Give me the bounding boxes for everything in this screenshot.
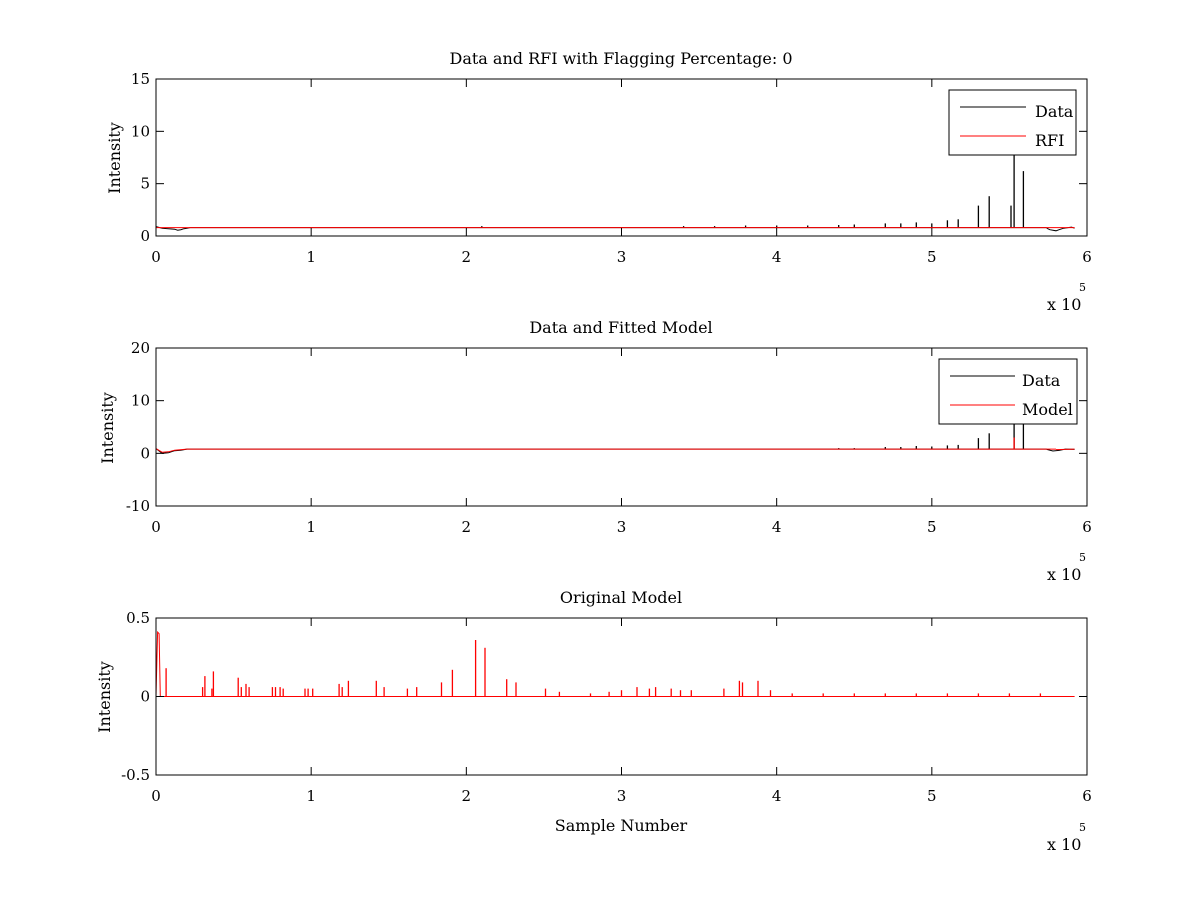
series-data [155,420,1075,454]
y-tick-label: 0 [140,444,150,462]
subplot-2-series-layer [155,420,1075,454]
legend-label-rfi: RFI [1035,131,1064,150]
y-tick-label: -10 [126,497,150,515]
subplot-1-axes-box [155,78,1088,237]
subplot-1-x-multiplier-exp: 5 [1079,281,1086,294]
x-tick-label: 6 [1082,787,1092,805]
legend-label-model: Model [1022,400,1073,419]
x-tick-label: 5 [927,787,937,805]
series-model [155,437,1075,453]
x-tick-label: 3 [617,248,627,266]
series-data-start-segment [155,226,191,231]
subplot-3-xlabel: Sample Number [555,816,688,835]
subplot-1-legend: Data RFI [948,89,1077,156]
subplot-3-ylabel: Intensity [95,661,114,733]
x-tick-label: 3 [617,518,627,536]
x-tick-label: 4 [772,248,782,266]
y-tick-label: 5 [140,175,150,193]
x-tick-label: 2 [462,787,472,805]
y-tick-label: 0 [140,688,150,706]
x-tick-label: 6 [1082,518,1092,536]
series-model [155,630,1075,697]
subplot-2-legend: Data Model [938,358,1078,425]
y-tick-label: 10 [131,122,150,140]
x-tick-label: 0 [151,518,161,536]
subplot-1-multiplier: x 10 5 [1047,281,1086,314]
subplot-3-x-multiplier-exp: 5 [1079,821,1086,834]
series-model-start-segment [155,630,161,697]
subplot-3: Original Model 0 1 2 3 4 5 6-0.500.5 Intensity… [95,588,1092,854]
subplot-3-multiplier: x 10 5 [1047,821,1086,854]
subplot-1-ylabel: Intensity [105,122,124,194]
subplot-3-series-layer [155,630,1075,697]
x-tick-label: 3 [617,787,627,805]
x-tick-label: 2 [462,248,472,266]
x-tick-label: 1 [306,248,316,266]
y-tick-label: 0.5 [126,609,150,627]
x-tick-label: 5 [927,518,937,536]
subplot-2-multiplier: x 10 5 [1047,551,1086,584]
x-tick-label: 2 [462,518,472,536]
y-tick-label: 0 [140,227,150,245]
x-tick-label: 1 [306,518,316,536]
subplot-1: Data and RFI with Flagging Percentage: 0… [105,49,1092,314]
series-data [155,152,1075,232]
x-tick-label: 0 [151,787,161,805]
x-tick-label: 6 [1082,248,1092,266]
x-tick-label: 4 [772,787,782,805]
x-tick-label: 1 [306,787,316,805]
series-model-start-segment [155,448,188,453]
series-model-end-segment [1055,448,1075,451]
subplot-1-ticks: 0 1 2 3 4 5 6 0 5 10 15 [131,70,1092,266]
y-tick-label: 10 [131,392,150,410]
subplot-3-x-multiplier: x 10 [1047,835,1081,854]
x-tick-label: 5 [927,248,937,266]
subplot-1-title: Data and RFI with Flagging Percentage: 0 [449,49,792,68]
subplot-1-series-layer [155,152,1075,232]
legend-label-data: Data [1022,371,1061,390]
subplot-1-x-multiplier: x 10 [1047,295,1081,314]
y-tick-label: -0.5 [121,766,150,784]
subplot-1-legend-box [948,89,1077,156]
subplot-2-x-multiplier-exp: 5 [1079,551,1086,564]
y-tick-label: 20 [131,339,150,357]
y-tick-label: 15 [131,70,150,88]
subplot-2-x-multiplier: x 10 [1047,565,1081,584]
subplot-3-ticks: 0 1 2 3 4 5 6-0.500.5 [121,609,1092,805]
subplot-2-title: Data and Fitted Model [529,318,712,337]
x-tick-label: 4 [772,518,782,536]
legend-label-data: Data [1035,102,1074,121]
subplot-3-title: Original Model [560,588,682,607]
subplot-2-legend-box [938,358,1078,425]
x-tick-label: 0 [151,248,161,266]
subplot-2-ylabel: Intensity [98,392,117,464]
